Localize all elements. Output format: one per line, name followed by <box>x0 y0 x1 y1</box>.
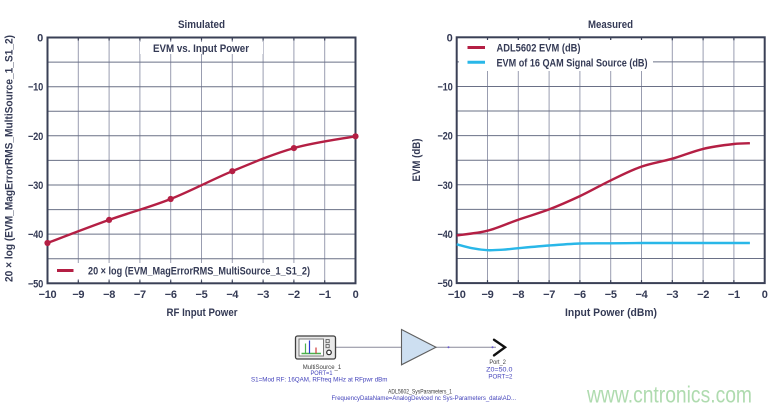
svg-text:−7: −7 <box>134 289 146 301</box>
svg-text:−4: −4 <box>636 289 649 301</box>
svg-text:−3: −3 <box>257 289 269 301</box>
svg-text:PORT=2: PORT=2 <box>488 373 512 380</box>
svg-text:−50: −50 <box>28 278 43 290</box>
svg-text:−30: −30 <box>438 180 453 192</box>
svg-text:MultiSource_1: MultiSource_1 <box>303 364 342 371</box>
svg-text:Input Power (dBm): Input Power (dBm) <box>565 307 657 319</box>
svg-text:RF Input Power: RF Input Power <box>167 307 239 319</box>
svg-text:20 × log (EVM_MagErrorRMS_Mult: 20 × log (EVM_MagErrorRMS_MultiSource_1_… <box>4 35 16 282</box>
svg-text:−8: −8 <box>512 289 524 301</box>
svg-text:−30: −30 <box>28 180 43 192</box>
svg-text:www.cntronics.com: www.cntronics.com <box>586 382 752 408</box>
svg-text:−1: −1 <box>728 289 740 301</box>
svg-text:Port_2: Port_2 <box>489 359 506 366</box>
svg-text:0: 0 <box>762 289 768 301</box>
svg-text:−7: −7 <box>543 289 555 301</box>
svg-text:−6: −6 <box>574 289 586 301</box>
svg-text:0: 0 <box>353 289 359 301</box>
svg-text:−3: −3 <box>666 289 678 301</box>
svg-text:0: 0 <box>447 32 453 44</box>
svg-text:Measured: Measured <box>588 19 633 31</box>
svg-text:−5: −5 <box>605 289 617 301</box>
svg-text:20 × log (EVM_MagErrorRMS_Mult: 20 × log (EVM_MagErrorRMS_MultiSource_1_… <box>88 266 310 278</box>
svg-text:EVM of 16 QAM Signal Source (d: EVM of 16 QAM Signal Source (dB) <box>497 58 648 70</box>
svg-text:−10: −10 <box>39 289 57 301</box>
svg-text:−10: −10 <box>28 82 43 94</box>
svg-text:−2: −2 <box>697 289 709 301</box>
svg-text:ADL5602_SysParameters_1: ADL5602_SysParameters_1 <box>388 389 452 396</box>
svg-text:−4: −4 <box>226 289 239 301</box>
svg-text:−5: −5 <box>196 289 208 301</box>
svg-text:−10: −10 <box>438 82 453 94</box>
svg-text:−6: −6 <box>165 289 177 301</box>
svg-text:−10: −10 <box>448 289 466 301</box>
svg-text:EVM vs. Input Power: EVM vs. Input Power <box>153 43 250 55</box>
svg-text:ADL5602 EVM (dB): ADL5602 EVM (dB) <box>497 43 581 55</box>
svg-text:Simulated: Simulated <box>178 19 225 31</box>
svg-text:−1: −1 <box>319 289 331 301</box>
svg-text:FrequencyDataName=AnalogDevice: FrequencyDataName=AnalogDeviced nc Sys-P… <box>332 395 517 402</box>
svg-text:PORT=1: PORT=1 <box>311 370 333 377</box>
svg-text:−9: −9 <box>72 289 84 301</box>
svg-text:−20: −20 <box>28 131 43 143</box>
svg-text:−40: −40 <box>28 229 43 241</box>
svg-text:EVM (dB): EVM (dB) <box>411 138 423 181</box>
svg-text:−40: −40 <box>438 229 453 241</box>
svg-text:−50: −50 <box>438 278 453 290</box>
svg-text:−9: −9 <box>482 289 494 301</box>
svg-text:Z0=50.0: Z0=50.0 <box>486 366 513 373</box>
svg-text:0: 0 <box>37 33 43 45</box>
svg-text:−8: −8 <box>103 289 115 301</box>
svg-text:−20: −20 <box>438 131 453 143</box>
svg-text:−2: −2 <box>288 289 300 301</box>
svg-text:S1=Mod RF: 16QAM, RFfreq MHz a: S1=Mod RF: 16QAM, RFfreq MHz at RFpwr dB… <box>251 377 388 384</box>
